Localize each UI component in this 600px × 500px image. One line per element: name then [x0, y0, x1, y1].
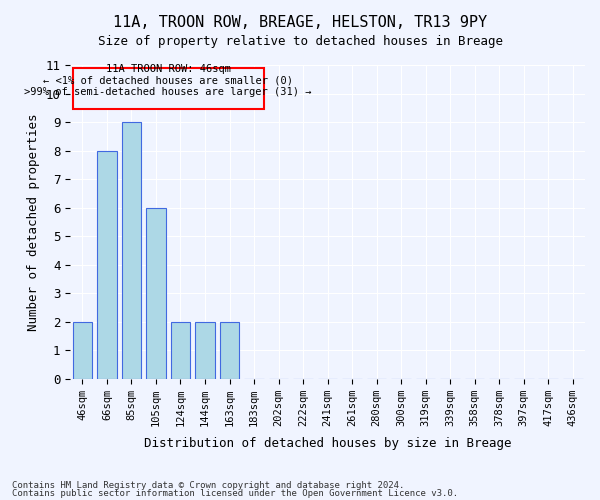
FancyBboxPatch shape — [73, 68, 264, 109]
Text: Contains HM Land Registry data © Crown copyright and database right 2024.: Contains HM Land Registry data © Crown c… — [12, 481, 404, 490]
Text: 11A, TROON ROW, BREAGE, HELSTON, TR13 9PY: 11A, TROON ROW, BREAGE, HELSTON, TR13 9P… — [113, 15, 487, 30]
Text: 11A TROON ROW: 46sqm
← <1% of detached houses are smaller (0)
>99% of semi-detac: 11A TROON ROW: 46sqm ← <1% of detached h… — [25, 64, 312, 97]
Bar — [97, 150, 117, 378]
Bar — [220, 322, 239, 378]
Text: Contains public sector information licensed under the Open Government Licence v3: Contains public sector information licen… — [12, 488, 458, 498]
Y-axis label: Number of detached properties: Number of detached properties — [27, 113, 40, 330]
Bar — [170, 322, 190, 378]
Bar — [73, 322, 92, 378]
Bar — [195, 322, 215, 378]
Bar — [122, 122, 141, 378]
Text: Size of property relative to detached houses in Breage: Size of property relative to detached ho… — [97, 35, 503, 48]
X-axis label: Distribution of detached houses by size in Breage: Distribution of detached houses by size … — [144, 437, 511, 450]
Bar — [146, 208, 166, 378]
